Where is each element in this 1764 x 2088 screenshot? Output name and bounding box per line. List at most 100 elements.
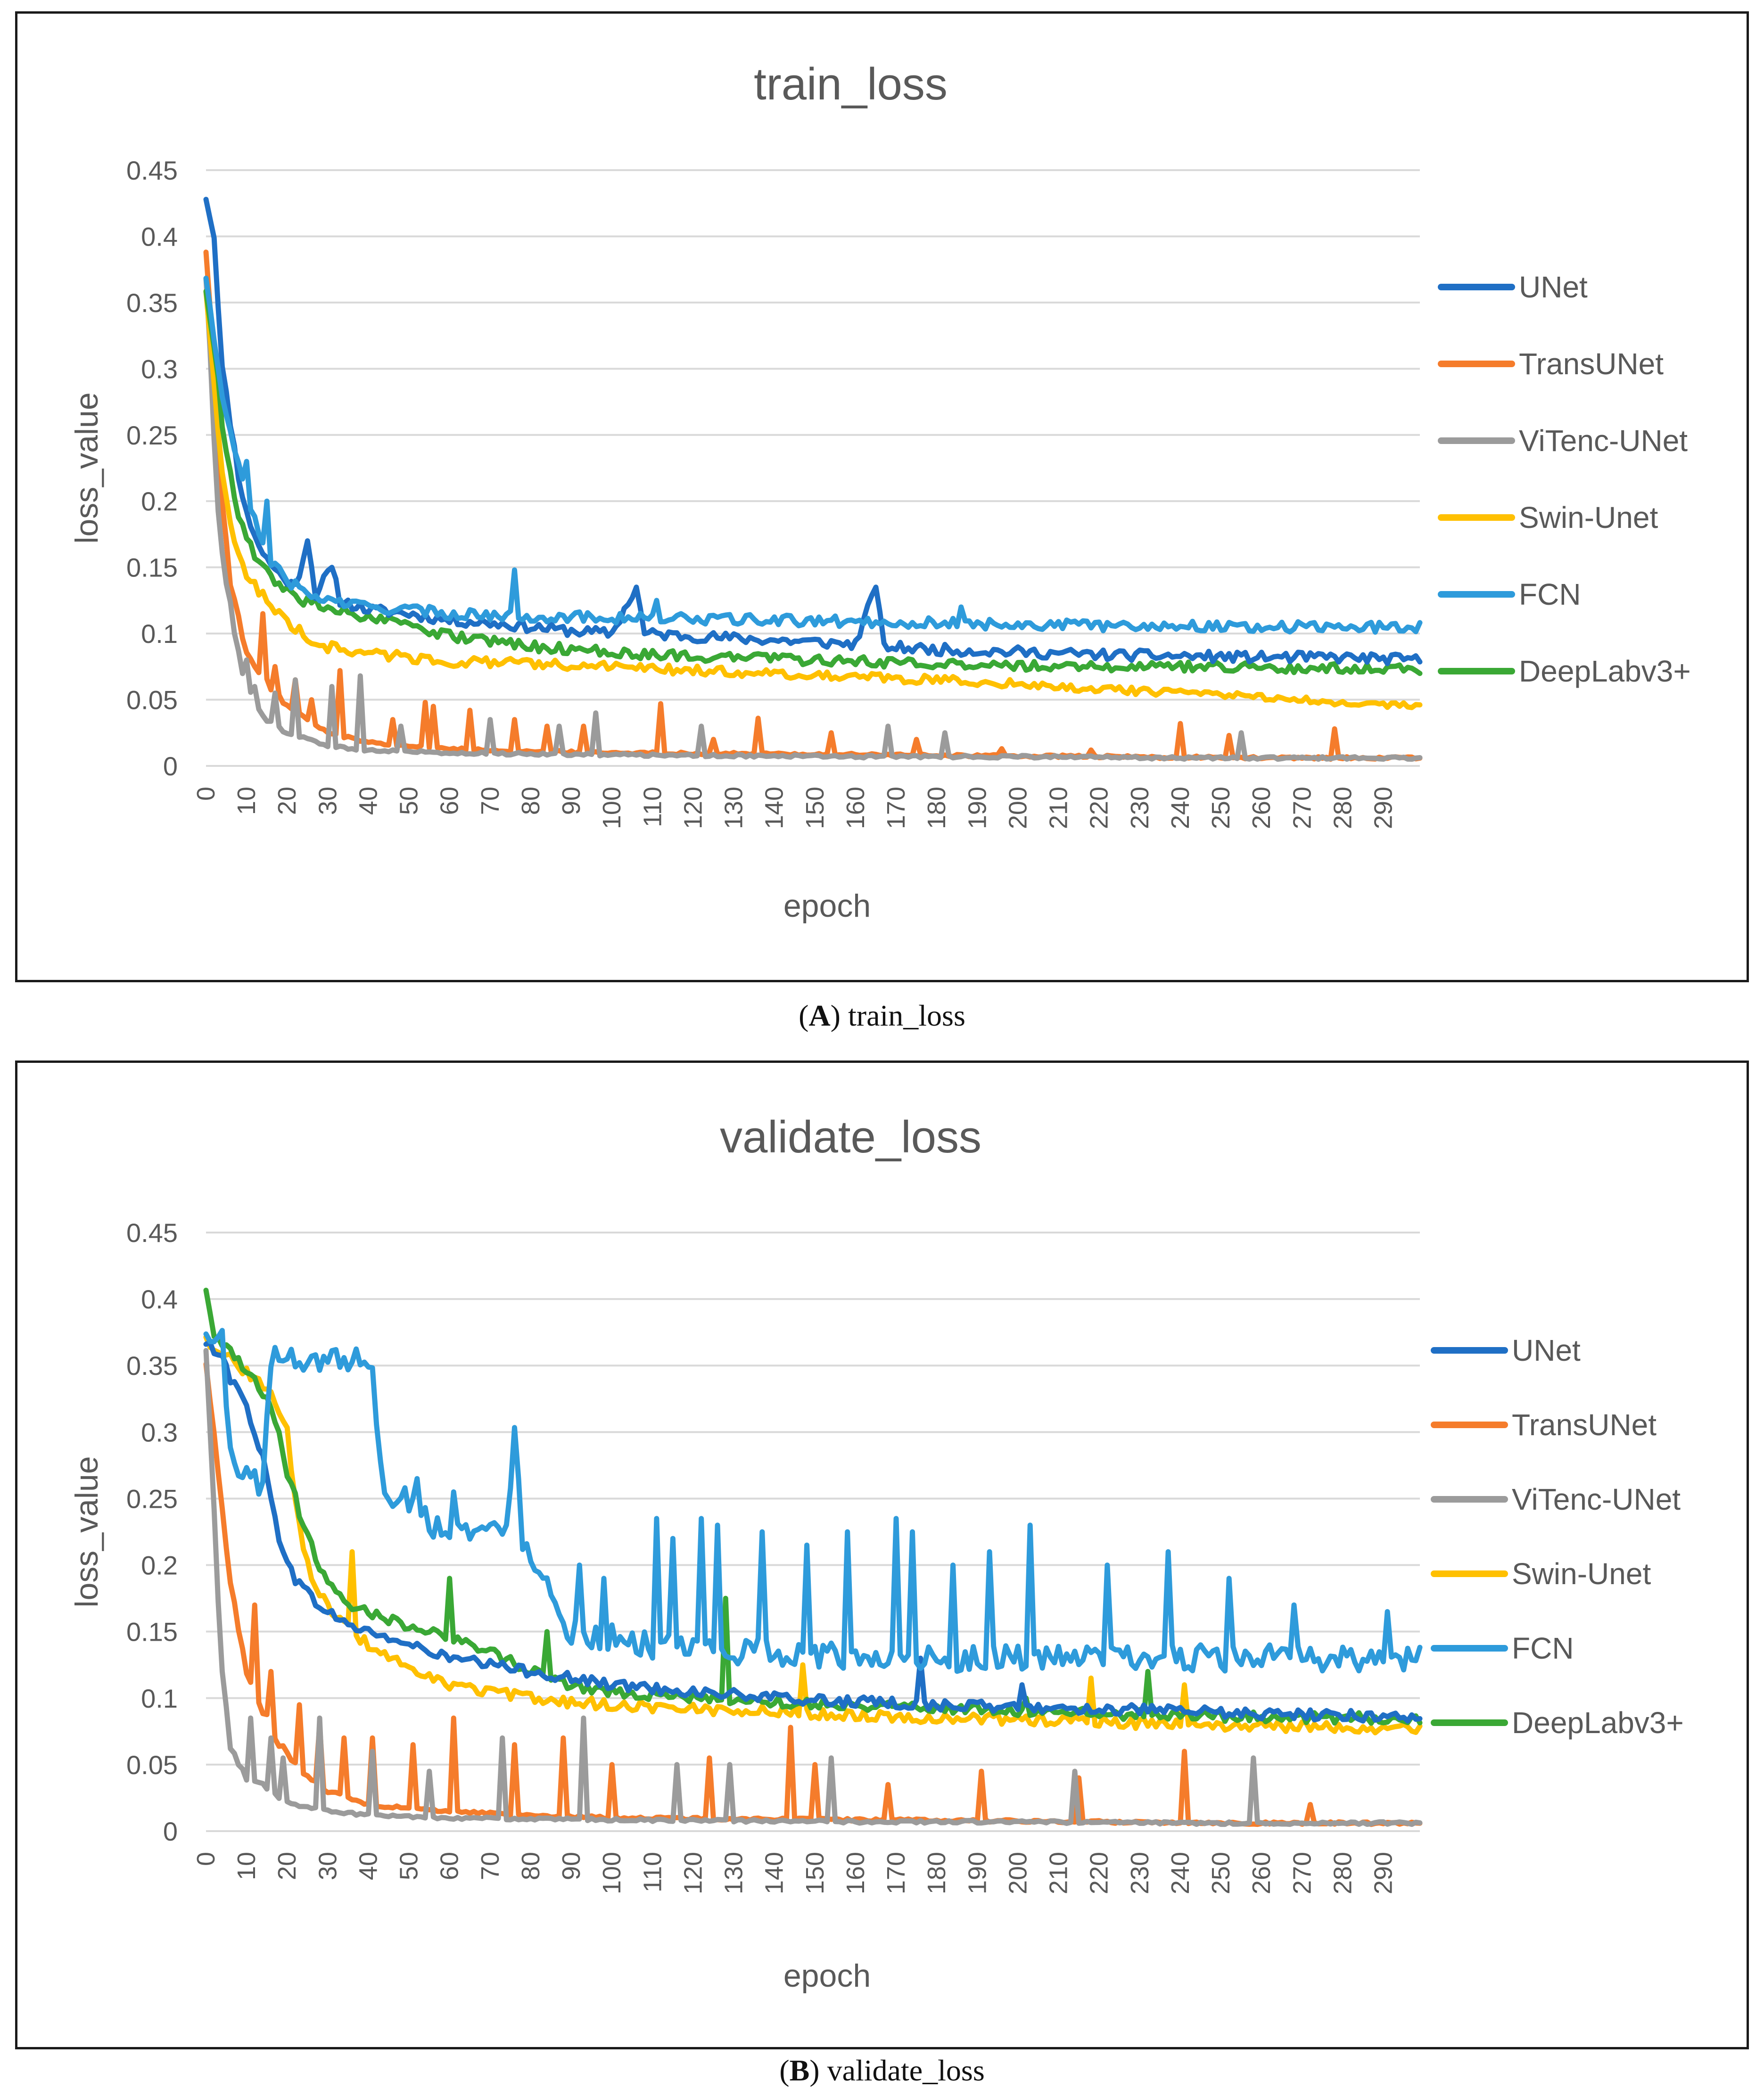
train-loss-x-tick-label: 160 (841, 787, 870, 829)
validate-loss-chart: validate_loss 0 0.05 0.1 0.15 0.2 0.25 0.3 0.35 0… (69, 1112, 1684, 1994)
validate-loss-y-tick-label: 0.1 (141, 1684, 178, 1713)
validate-loss-x-tick-label: 60 (436, 1852, 464, 1880)
train-loss-x-tick-label: 0 (192, 787, 220, 801)
validate-loss-x-tick-label: 180 (923, 1852, 951, 1894)
validate-loss-legend-label-unet: UNet (1512, 1333, 1581, 1367)
train-loss-y-axis-label: loss_value (69, 392, 105, 543)
train-loss-caption: (A) train_loss (799, 999, 965, 1032)
validate-loss-caption-letter: B (789, 2054, 810, 2087)
train-loss-x-tick-label: 70 (476, 787, 504, 815)
validate-loss-x-tick-label: 260 (1247, 1852, 1276, 1894)
train-loss-y-tick-label: 0.1 (141, 619, 178, 649)
train-loss-series-line-swin-unet (203, 289, 1423, 710)
validate-loss-x-tick-label: 220 (1085, 1852, 1113, 1894)
validate-loss-x-tick-label: 10 (232, 1852, 261, 1880)
validate-loss-x-tick-label: 90 (557, 1852, 585, 1880)
validate-loss-x-tick-label: 80 (517, 1852, 545, 1880)
validate-loss-x-tick-label: 270 (1288, 1852, 1316, 1894)
validate-loss-x-tick-label: 20 (273, 1852, 301, 1880)
validate-loss-y-tick-label: 0.3 (141, 1417, 178, 1447)
train-loss-chart: train_loss 0 0.05 0.1 0.15 0.2 0.25 0.3 0.35 0.4 0… (69, 59, 1691, 924)
train-loss-x-tick-label: 220 (1085, 787, 1113, 829)
train-loss-x-tick-label: 290 (1369, 787, 1397, 829)
train-loss-x-axis-label: epoch (783, 888, 871, 924)
train-loss-x-tick-label: 210 (1045, 787, 1073, 829)
validate-loss-x-tick-label: 110 (638, 1852, 667, 1892)
train-loss-series-line-unet (203, 197, 1423, 666)
train-loss-x-tick-label: 50 (395, 787, 423, 815)
train-loss-legend-label-unet: UNet (1519, 270, 1588, 304)
validate-loss-legend-label-deeplabv3-: DeepLabv3+ (1512, 1706, 1684, 1740)
validate-loss-y-axis-label: loss_value (69, 1456, 105, 1607)
train-loss-legend-label-deeplabv3-: DeepLabv3+ (1519, 654, 1691, 688)
train-loss-y-tick-label: 0.4 (141, 222, 178, 251)
validate-loss-legend-label-transunet: TransUNet (1512, 1408, 1657, 1442)
validate-loss-series-line-fcn (203, 1328, 1423, 1674)
train-loss-y-tick-label: 0.35 (126, 288, 178, 318)
validate-loss-x-tick-label: 30 (313, 1852, 342, 1880)
validate-loss-x-tick-label: 250 (1207, 1852, 1235, 1894)
validate-loss-x-tick-label: 230 (1126, 1852, 1154, 1894)
validate-loss-y-tick-label: 0.2 (141, 1551, 178, 1580)
train-loss-x-tick-label: 110 (638, 787, 667, 827)
train-loss-x-tick-label: 230 (1126, 787, 1154, 829)
train-loss-legend-label-vitenc-unet: ViTenc-UNet (1519, 424, 1688, 458)
train-loss-series-line-deeplabv3- (203, 288, 1423, 676)
train-loss-x-tick-label: 140 (760, 787, 789, 829)
validate-loss-legend-label-swin-unet: Swin-Unet (1512, 1557, 1651, 1591)
validate-loss-series-line-unet (203, 1340, 1423, 1724)
train-loss-chart-panel: train_loss 0 0.05 0.1 0.15 0.2 0.25 0.3 0.35 0.4 0… (15, 11, 1749, 982)
validate-loss-y-tick-label: 0.45 (126, 1218, 178, 1248)
train-loss-x-tick-label: 250 (1207, 787, 1235, 829)
validate-loss-caption-text: validate_loss (827, 2054, 985, 2087)
validate-loss-series-line-vitenc-unet (203, 1348, 1423, 1827)
validate-loss-series-line-swin-unet (203, 1334, 1423, 1735)
train-loss-x-tick-label: 60 (436, 787, 464, 815)
train-loss-x-tick-label: 80 (517, 787, 545, 815)
train-loss-x-tick-label: 240 (1166, 787, 1195, 829)
train-loss-y-tick-label: 0.3 (141, 354, 178, 384)
train-loss-x-tick-label: 190 (963, 787, 991, 829)
train-loss-x-tick-label: 120 (679, 787, 707, 829)
validate-loss-x-tick-label: 240 (1166, 1852, 1195, 1894)
train-loss-x-tick-label: 130 (720, 787, 748, 829)
validate-loss-x-tick-label: 70 (476, 1852, 504, 1880)
train-loss-y-tick-label: 0 (163, 751, 178, 781)
train-loss-series-line-transunet (203, 249, 1423, 762)
validate-loss-y-tick-label: 0.35 (126, 1351, 178, 1381)
validate-loss-x-tick-label: 40 (354, 1852, 382, 1880)
validate-loss-x-tick-label: 140 (760, 1852, 789, 1894)
validate-loss-x-tick-label: 280 (1328, 1852, 1357, 1894)
train-loss-x-tick-label: 280 (1328, 787, 1357, 829)
validate-loss-x-tick-label: 50 (395, 1852, 423, 1880)
validate-loss-chart-panel: validate_loss 0 0.05 0.1 0.15 0.2 0.25 0.3 0.35 0… (15, 1060, 1749, 2049)
train-loss-x-tick-label: 170 (882, 787, 910, 829)
validate-loss-x-tick-label: 290 (1369, 1852, 1397, 1894)
validate-loss-x-tick-label: 190 (963, 1852, 991, 1894)
validate-loss-y-tick-label: 0.25 (126, 1484, 178, 1513)
train-loss-x-tick-label: 10 (232, 787, 261, 815)
train-loss-y-tick-label: 0.45 (126, 156, 178, 185)
train-loss-y-tick-label: 0.15 (126, 553, 178, 583)
train-loss-y-tick-label: 0.25 (126, 420, 178, 450)
train-loss-x-tick-label: 100 (598, 787, 626, 829)
train-loss-y-tick-label: 0.2 (141, 486, 178, 516)
train-loss-x-tick-label: 260 (1247, 787, 1276, 829)
validate-loss-series-line-transunet (203, 1361, 1423, 1827)
train-loss-legend-label-swin-unet: Swin-Unet (1519, 501, 1658, 534)
train-loss-series-line-vitenc-unet (203, 276, 1423, 762)
train-loss-legend-label-transunet: TransUNet (1519, 347, 1664, 381)
validate-loss-caption: (B) validate_loss (779, 2054, 985, 2087)
train-loss-caption-text: train_loss (848, 999, 965, 1032)
train-loss-x-tick-label: 30 (313, 787, 342, 815)
validate-loss-y-tick-label: 0 (163, 1817, 178, 1846)
validate-loss-x-tick-label: 150 (801, 1852, 829, 1894)
train-loss-x-tick-label: 270 (1288, 787, 1316, 829)
validate-loss-x-tick-label: 0 (192, 1852, 220, 1866)
validate-loss-y-tick-label: 0.15 (126, 1617, 178, 1647)
validate-loss-x-tick-label: 120 (679, 1852, 707, 1894)
validate-loss-x-tick-label: 130 (720, 1852, 748, 1894)
train-loss-series-line-fcn (203, 275, 1423, 635)
validate-loss-y-tick-label: 0.05 (126, 1750, 178, 1780)
validate-loss-x-tick-label: 200 (1004, 1852, 1032, 1894)
